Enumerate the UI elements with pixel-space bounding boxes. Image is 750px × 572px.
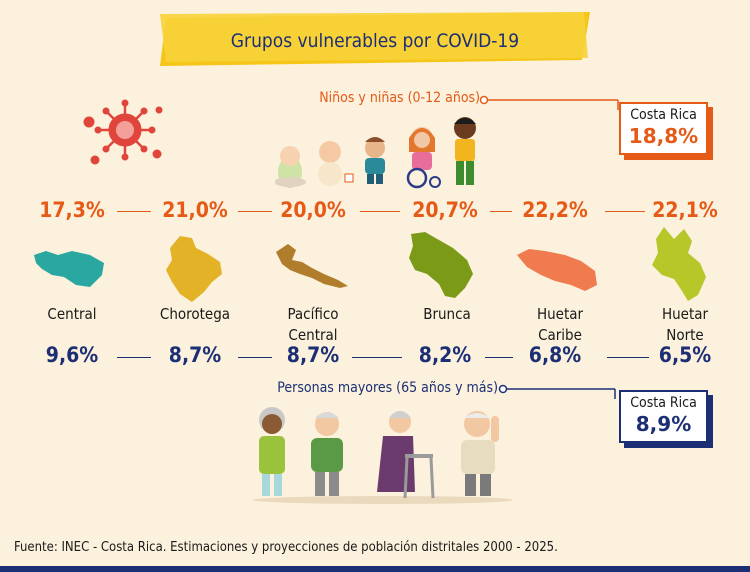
region-name: Huetar Norte <box>661 305 709 344</box>
region-map-icon <box>409 232 473 298</box>
elderly-pct: 8,7% <box>168 343 222 367</box>
children-pct: 20,7% <box>412 198 478 222</box>
children-pct: 22,1% <box>652 198 718 222</box>
elderly-pct: 6,5% <box>658 343 712 367</box>
country-label: Costa Rica <box>630 107 697 123</box>
title-banner <box>160 12 590 66</box>
row-separator <box>352 357 402 358</box>
region-name: Brunca <box>423 305 471 323</box>
row-separator <box>360 211 400 212</box>
elderly-pct: 8,7% <box>286 343 340 367</box>
page-title: Grupos vulnerables por COVID-19 <box>230 30 520 52</box>
elderly-pct: 6,8% <box>528 343 582 367</box>
elderly-group-label: Personas mayores (65 años y más) <box>277 380 498 396</box>
elderly-pct: 9,6% <box>45 343 99 367</box>
row-separator <box>490 211 512 212</box>
region-map-icon <box>276 244 348 288</box>
country-elderly-pct: 8,9% <box>635 412 692 436</box>
children-pct: 17,3% <box>39 198 105 222</box>
region-name: Central <box>47 305 97 323</box>
row-separator <box>485 357 513 358</box>
row-separator <box>607 357 649 358</box>
region-name: Pacífico Central <box>287 305 339 344</box>
row-separator <box>238 211 272 212</box>
virus-icon <box>83 99 163 165</box>
children-pct: 22,2% <box>522 198 588 222</box>
country-children-pct: 18,8% <box>628 124 699 148</box>
country-label: Costa Rica <box>630 395 697 411</box>
region-name: Chorotega <box>159 305 231 323</box>
row-separator <box>117 211 151 212</box>
children-pct: 21,0% <box>162 198 228 222</box>
elderly-pct: 8,2% <box>418 343 472 367</box>
region-map-icon <box>34 251 104 287</box>
source-note: Fuente: INEC - Costa Rica. Estimaciones … <box>14 540 558 555</box>
region-map-icon <box>652 227 706 301</box>
region-map-icon <box>166 236 222 302</box>
bottom-bar <box>0 566 750 572</box>
row-separator <box>605 211 645 212</box>
children-pct: 20,0% <box>280 198 346 222</box>
row-separator <box>117 357 151 358</box>
children-connector <box>479 95 619 110</box>
elderly-illustration <box>253 407 513 504</box>
children-group-label: Niños y niñas (0-12 años) <box>319 90 480 106</box>
elderly-connector <box>498 384 616 399</box>
children-illustration <box>275 117 476 189</box>
region-name: Huetar Caribe <box>536 305 584 344</box>
region-map-icon <box>517 249 597 291</box>
costa-rica-elderly-box: Costa Rica 8,9% <box>619 390 708 443</box>
row-separator <box>238 357 272 358</box>
costa-rica-children-box: Costa Rica 18,8% <box>619 102 708 155</box>
